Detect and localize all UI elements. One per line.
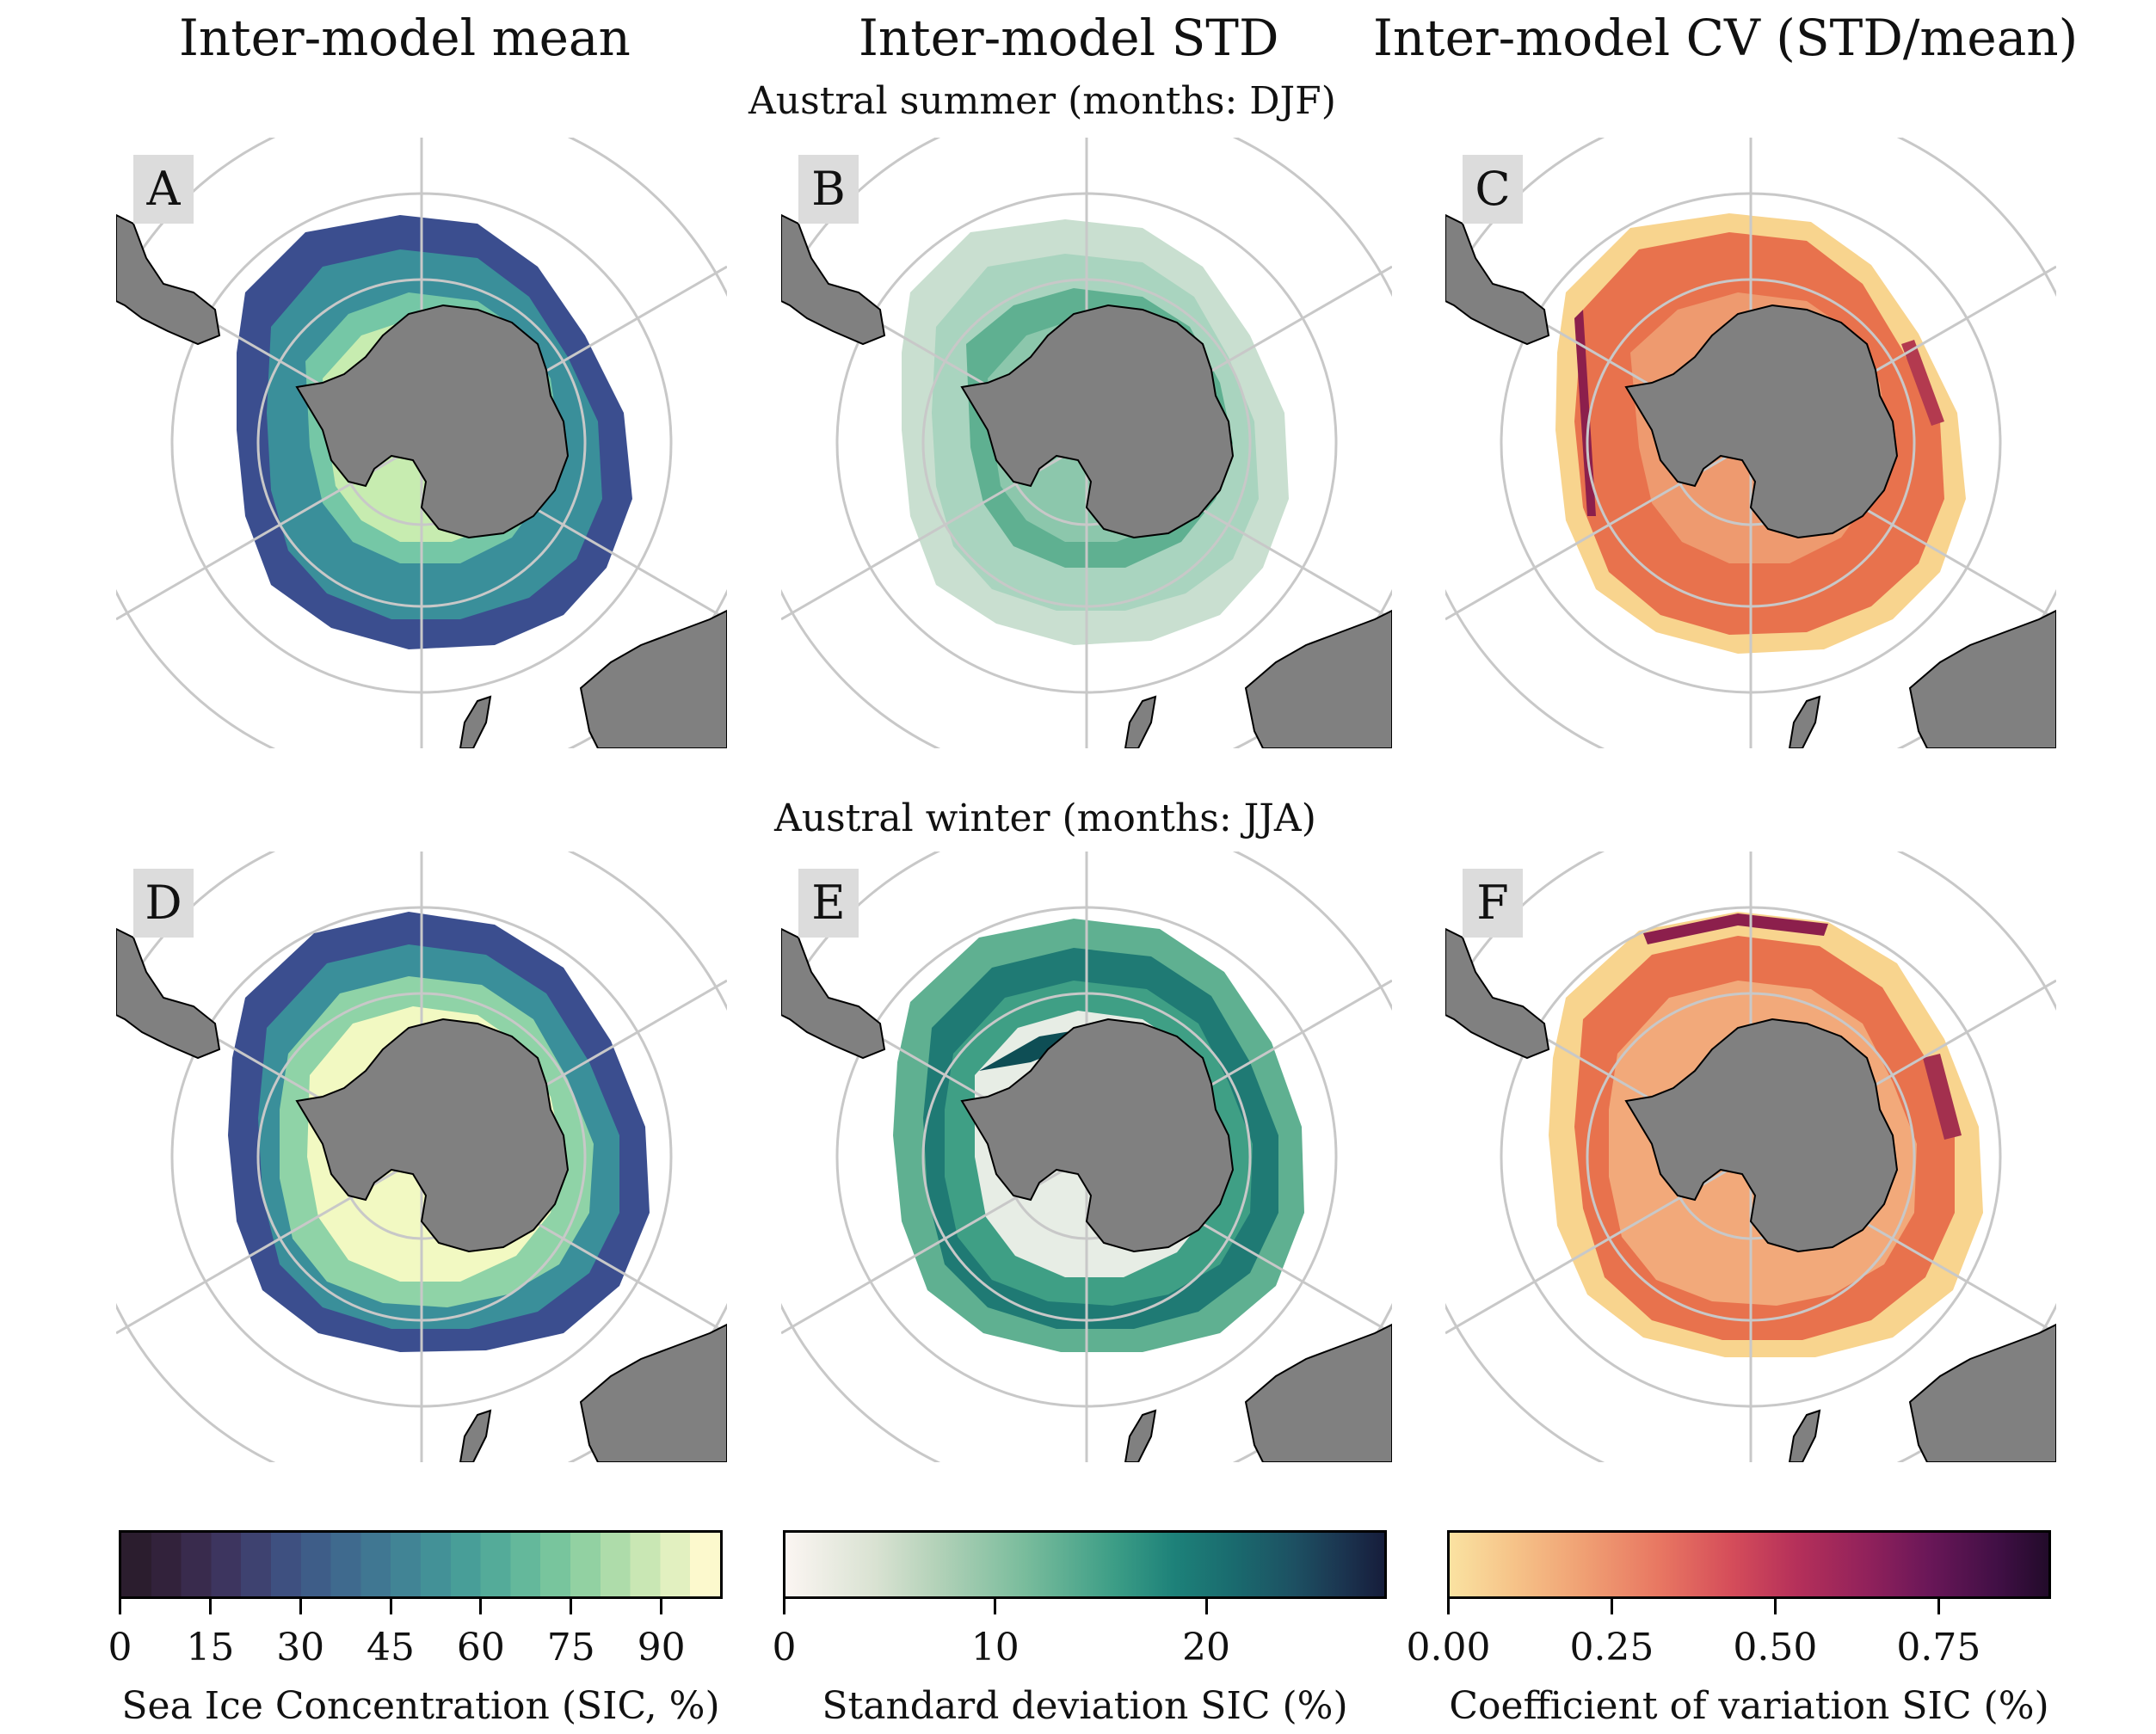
column-title-mean: Inter-model mean	[179, 9, 631, 67]
panel-label-a: A	[133, 155, 194, 224]
map-winter-cv	[1445, 852, 2056, 1462]
colorbar-cv-tick-mark	[1937, 1599, 1940, 1614]
panel-label-d: D	[133, 869, 194, 938]
colorbar-mean-tick-label: 75	[546, 1626, 595, 1669]
colorbar-mean-tick-mark	[570, 1599, 573, 1614]
colorbar-mean-tick-label: 90	[637, 1626, 686, 1669]
map-summer-cv	[1445, 138, 2056, 748]
colorbar-cv-tick-label: 0.25	[1569, 1626, 1654, 1669]
map-summer-mean	[116, 138, 727, 748]
colorbar-cv-label: Coefficient of variation SIC (%)	[1449, 1684, 2049, 1728]
map-summer-std	[781, 138, 1392, 748]
colorbar-mean-tick-mark	[479, 1599, 483, 1614]
colorbar-cv-tick-mark	[1610, 1599, 1613, 1614]
colorbar-std	[783, 1530, 1387, 1599]
colorbar-std-label: Standard deviation SIC (%)	[822, 1684, 1348, 1728]
colorbar-cv-tick-mark	[1773, 1599, 1777, 1614]
panel-b-summer-std: B	[781, 138, 1392, 748]
colorbar-mean-tick-label: 45	[367, 1626, 416, 1669]
colorbar-cv-tick-mark	[1447, 1599, 1450, 1614]
colorbar-mean-tick-mark	[208, 1599, 212, 1614]
colorbar-cv	[1447, 1530, 2051, 1599]
column-title-cv: Inter-model CV (STD/mean)	[1373, 9, 2079, 67]
colorbar-std-tick-label: 20	[1182, 1626, 1231, 1669]
colorbar-std-tick-mark	[1204, 1599, 1208, 1614]
colorbar-std-tick-label: 10	[970, 1626, 1019, 1669]
panel-d-winter-mean: D	[116, 852, 727, 1462]
colorbar-std-tick-mark	[994, 1599, 997, 1614]
colorbar-mean-tick-mark	[119, 1599, 121, 1614]
colorbar-cv-tick-label: 0.00	[1406, 1626, 1491, 1669]
colorbar-std-tick-label: 0	[772, 1626, 797, 1669]
colorbar-std-tick-mark	[783, 1599, 785, 1614]
colorbar-mean-label: Sea Ice Concentration (SIC, %)	[121, 1684, 720, 1728]
map-winter-std	[781, 852, 1392, 1462]
colorbar-mean-tick-label: 30	[276, 1626, 325, 1669]
panel-a-summer-mean: A	[116, 138, 727, 748]
colorbar-mean-tick-label: 0	[108, 1626, 132, 1669]
panel-label-e: E	[798, 869, 859, 938]
colorbar-mean-tick-label: 15	[186, 1626, 235, 1669]
panel-label-b: B	[798, 155, 859, 224]
colorbar-mean-tick-mark	[660, 1599, 663, 1614]
panel-c-summer-cv: C	[1445, 138, 2056, 748]
row-title-summer: Austral summer (months: DJF)	[748, 79, 1336, 123]
panel-e-winter-std: E	[781, 852, 1392, 1462]
colorbar-cv-tick-label: 0.75	[1896, 1626, 1981, 1669]
panel-label-f: F	[1463, 869, 1523, 938]
colorbar-mean-tick-mark	[299, 1599, 302, 1614]
colorbar-mean-tick-label: 60	[456, 1626, 505, 1669]
panel-f-winter-cv: F	[1445, 852, 2056, 1462]
panel-label-c: C	[1463, 155, 1523, 224]
colorbar-mean	[119, 1530, 723, 1599]
colorbar-cv-tick-label: 0.50	[1733, 1626, 1818, 1669]
row-title-winter: Austral winter (months: JJA)	[774, 796, 1316, 840]
colorbar-mean-tick-mark	[389, 1599, 392, 1614]
map-winter-mean	[116, 852, 727, 1462]
column-title-std: Inter-model STD	[859, 9, 1279, 67]
